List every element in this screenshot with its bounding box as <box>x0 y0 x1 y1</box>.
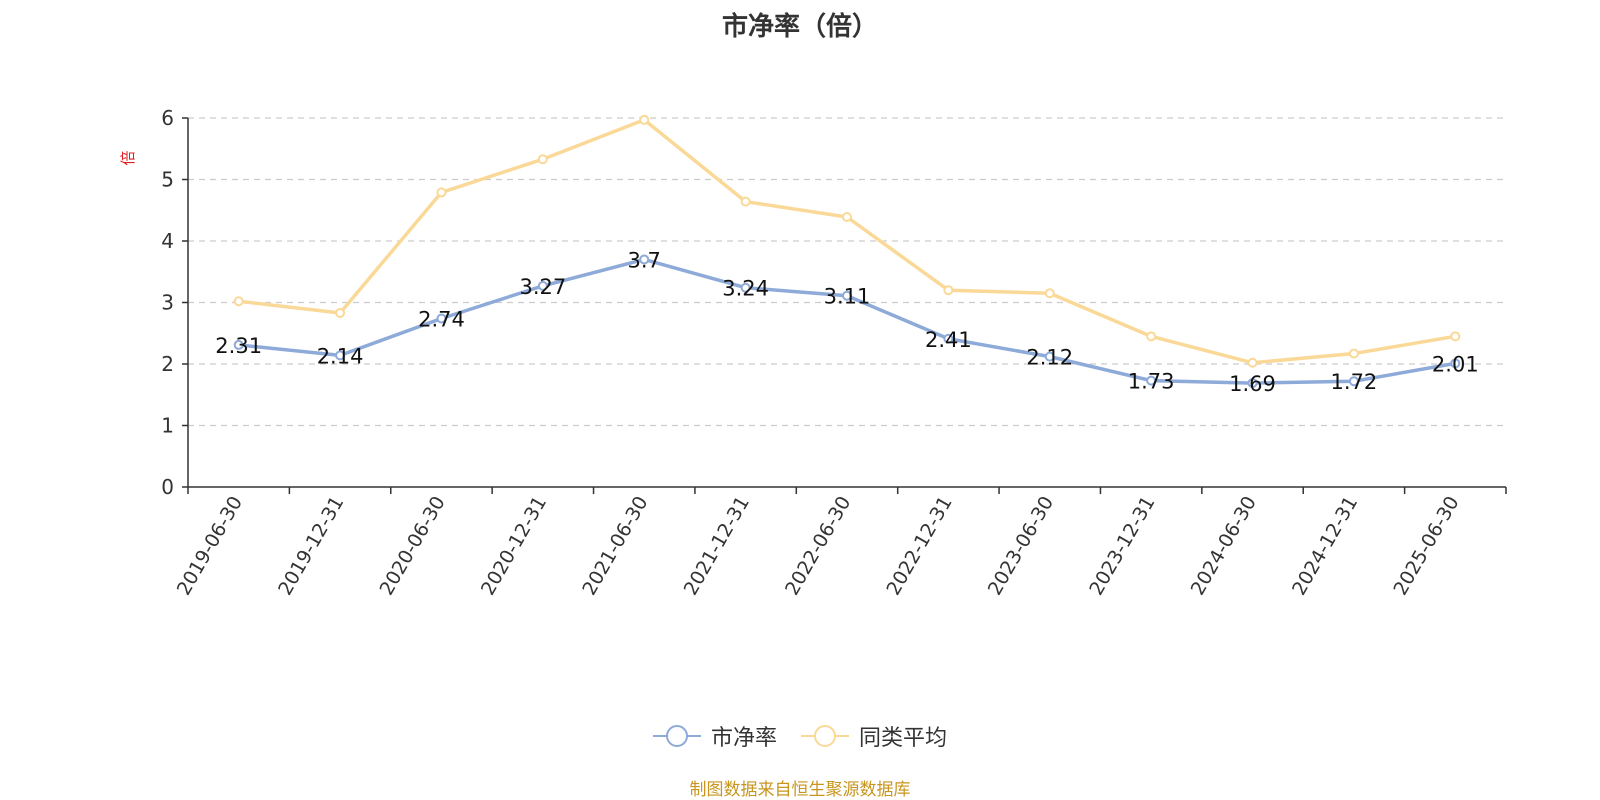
data-label-5: 3.24 <box>722 277 769 301</box>
data-point-s1-6 <box>842 212 852 223</box>
data-label-6: 3.11 <box>824 285 871 309</box>
x-tick-label-3: 2020-12-31 <box>477 493 551 600</box>
data-point-s1-0 <box>233 296 244 307</box>
y-tick-label-1: 1 <box>161 414 174 438</box>
data-label-7: 2.41 <box>925 328 972 352</box>
data-label-2: 2.74 <box>418 307 465 331</box>
data-point-s0-11 <box>1348 376 1359 387</box>
legend-item-peer-average[interactable]: 同类平均 <box>801 720 947 752</box>
data-point-s1-9 <box>1146 331 1157 342</box>
data-point-s0-7 <box>943 333 954 344</box>
legend-label-peer-average: 同类平均 <box>859 726 948 751</box>
data-point-s0-9 <box>1146 375 1157 386</box>
data-point-s1-5 <box>740 196 751 207</box>
x-tick-label-4: 2021-06-30 <box>578 493 652 600</box>
chart-title: 市净率（倍） <box>721 12 878 42</box>
x-tick-label-1: 2019-12-31 <box>274 493 348 600</box>
x-tick-label-2: 2020-06-30 <box>376 493 450 600</box>
data-point-s1-12 <box>1450 331 1461 342</box>
data-point-s1-4 <box>639 114 650 125</box>
y-tick-label-4: 4 <box>161 229 174 253</box>
legend-marker-pb <box>652 724 701 748</box>
legend-label-pb: 市净率 <box>710 726 777 751</box>
data-label-0: 2.31 <box>215 334 262 358</box>
data-label-9: 1.73 <box>1128 370 1175 394</box>
x-tick-label-6: 2022-06-30 <box>781 493 855 600</box>
x-tick-label-8: 2023-06-30 <box>984 493 1058 600</box>
data-label-1: 2.14 <box>317 344 364 368</box>
legend-item-pb[interactable]: 市净率 <box>652 720 777 752</box>
legend-marker-peer-average <box>801 724 849 748</box>
y-tick-label-3: 3 <box>161 291 174 315</box>
data-point-s0-1 <box>335 350 346 361</box>
data-point-s1-10 <box>1247 357 1258 368</box>
data-point-s0-12 <box>1450 358 1461 369</box>
x-tick-label-10: 2024-06-30 <box>1187 493 1261 600</box>
data-label-10: 1.69 <box>1229 372 1276 396</box>
data-label-11: 1.72 <box>1331 370 1378 394</box>
y-tick-label-5: 5 <box>161 168 174 192</box>
data-point-s0-10 <box>1247 378 1258 389</box>
x-tick-label-5: 2021-12-31 <box>680 493 754 600</box>
data-point-s0-2 <box>436 313 447 324</box>
data-source-note: 制图数据来自恒生聚源数据库 <box>689 780 911 800</box>
data-point-s0-0 <box>233 339 244 350</box>
x-tick-label-11: 2024-12-31 <box>1288 493 1362 600</box>
x-tick-label-0: 2019-06-30 <box>173 493 247 600</box>
legend: 市净率 同类平均 <box>0 720 1600 752</box>
data-point-s0-3 <box>537 280 548 291</box>
x-tick-label-9: 2023-12-31 <box>1085 493 1159 600</box>
data-label-4: 3.7 <box>628 248 661 272</box>
data-point-s1-11 <box>1348 348 1359 359</box>
data-point-s1-3 <box>537 154 548 165</box>
x-tick-label-7: 2022-12-31 <box>882 493 956 600</box>
data-point-s1-2 <box>436 187 447 198</box>
data-label-12: 2.01 <box>1432 352 1479 376</box>
y-tick-label-2: 2 <box>161 352 174 376</box>
data-point-s0-8 <box>1044 351 1055 362</box>
x-tick-label-12: 2025-06-30 <box>1389 493 1463 600</box>
data-point-s1-8 <box>1044 288 1055 299</box>
y-tick-label-0: 0 <box>161 475 174 499</box>
data-label-3: 3.27 <box>519 275 566 299</box>
y-axis-title: 倍 <box>119 150 137 165</box>
data-label-8: 2.12 <box>1026 346 1073 370</box>
y-tick-label-6: 6 <box>161 106 174 130</box>
data-point-s1-7 <box>943 285 954 296</box>
data-point-s1-1 <box>335 307 346 318</box>
data-point-s0-4 <box>639 254 650 265</box>
data-point-s0-5 <box>740 282 751 293</box>
data-point-s0-6 <box>842 290 852 301</box>
